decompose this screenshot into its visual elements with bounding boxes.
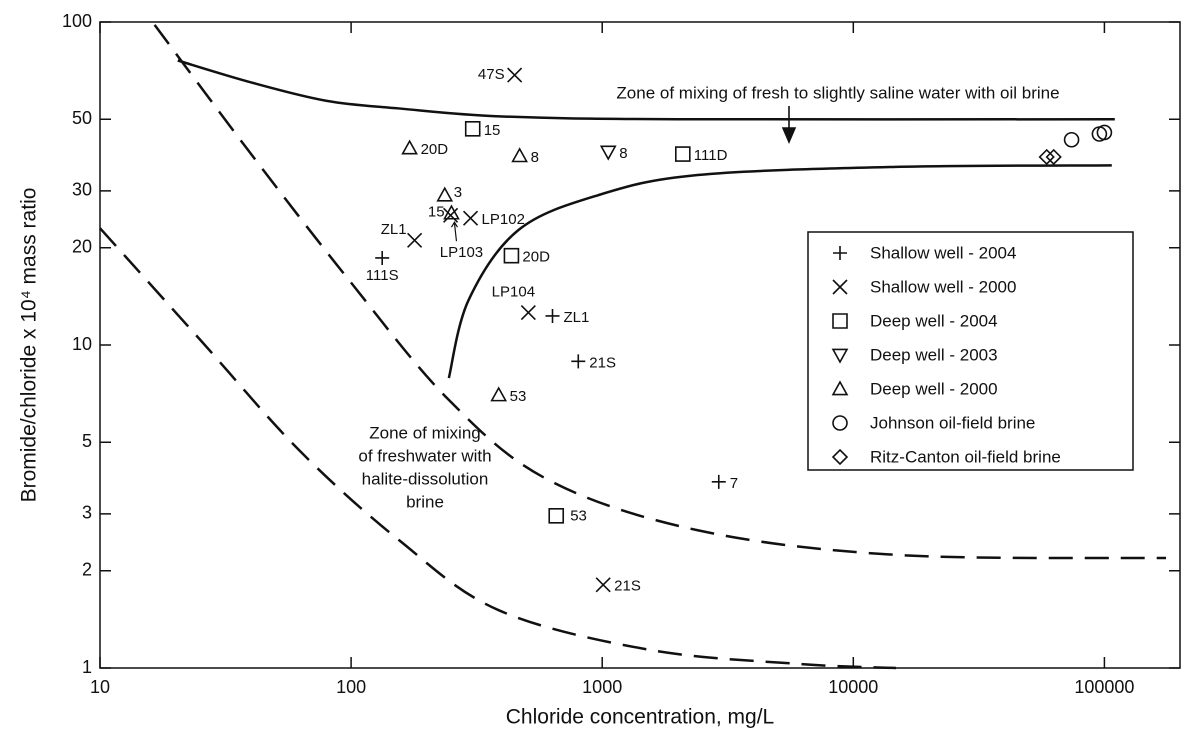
- legend-marker: [831, 348, 849, 364]
- mixing-curve: [153, 24, 1167, 560]
- y-axis-title: Bromide/chloride x 10⁴ mass ratio: [18, 188, 41, 503]
- point-label: 111S: [366, 267, 399, 284]
- data-point: [1045, 148, 1062, 166]
- data-point: [520, 305, 536, 321]
- x-tick-label: 10000: [828, 677, 878, 697]
- label-arrow: [450, 220, 458, 242]
- mixing-curve: [447, 164, 1112, 379]
- point-label: LP102: [482, 211, 525, 228]
- annotation: halite-dissolution: [362, 469, 489, 488]
- point-label: 21S: [614, 578, 641, 595]
- legend-marker: [832, 313, 848, 329]
- point-label: 111D: [694, 147, 728, 164]
- data-point: [443, 204, 460, 220]
- data-point: [462, 210, 479, 226]
- annotation-arrow: [781, 106, 797, 145]
- point-label: 53: [510, 388, 527, 405]
- x-tick-label: 10: [90, 677, 110, 697]
- point-label: 7: [730, 475, 738, 492]
- y-tick-label: 20: [72, 237, 92, 257]
- data-point: [464, 121, 481, 137]
- point-label: LP103: [440, 244, 483, 261]
- annotation: Zone of mixing of fresh to slightly sali…: [616, 83, 1059, 102]
- legend-label: Shallow well - 2004: [870, 243, 1016, 262]
- point-label: 15: [484, 122, 501, 139]
- point-label: 21S: [589, 354, 616, 371]
- data-point: [407, 232, 423, 248]
- legend-label: Deep well - 2000: [870, 379, 998, 398]
- point-label: 15: [428, 203, 445, 220]
- data-point: [599, 145, 617, 161]
- legend-label: Deep well - 2003: [870, 345, 998, 364]
- data-point: [490, 386, 508, 402]
- data-point: [571, 354, 586, 369]
- annotation: Zone of mixing: [369, 423, 481, 442]
- y-tick-label: 50: [72, 108, 92, 128]
- x-tick-label: 100000: [1074, 677, 1134, 697]
- data-point: [511, 147, 528, 163]
- annotation: brine: [406, 492, 444, 511]
- point-label: 8: [531, 149, 539, 166]
- data-point: [375, 250, 390, 265]
- legend-marker: [832, 279, 848, 295]
- legend-marker: [831, 380, 849, 396]
- annotation: of freshwater with: [358, 446, 491, 465]
- data-point: [401, 139, 418, 155]
- legend-label: Shallow well - 2000: [870, 277, 1016, 296]
- legend-label: Deep well - 2004: [870, 311, 998, 330]
- point-label: 53: [570, 508, 587, 525]
- data-point: [436, 186, 454, 202]
- mixing-curve: [177, 59, 1115, 121]
- legend-label: Ritz-Canton oil-field brine: [870, 447, 1061, 466]
- point-label: ZL1: [381, 221, 407, 238]
- data-point: [545, 308, 560, 323]
- x-tick-label: 1000: [582, 677, 622, 697]
- data-point: [595, 577, 611, 593]
- point-label: 47S: [478, 66, 505, 83]
- point-label: ZL1: [564, 309, 590, 326]
- legend-box: [807, 231, 1134, 471]
- data-point: [675, 146, 691, 162]
- data-point: [503, 247, 520, 264]
- data-point: [711, 474, 726, 489]
- legend-marker: [833, 246, 847, 260]
- data-point: [1038, 148, 1055, 166]
- data-point: [1091, 126, 1108, 142]
- data-point: [1096, 124, 1113, 141]
- legend-marker: [832, 415, 848, 431]
- point-label: 3: [454, 184, 462, 201]
- x-axis-title: Chloride concentration, mg/L: [506, 706, 774, 729]
- data-point: [548, 507, 565, 524]
- y-tick-label: 30: [72, 180, 92, 200]
- y-tick-label: 10: [72, 334, 92, 354]
- point-label: 8: [619, 145, 627, 162]
- data-point: [443, 207, 459, 223]
- data-point: [1063, 131, 1080, 148]
- y-tick-label: 3: [82, 503, 92, 523]
- legend-label: Johnson oil-field brine: [870, 413, 1035, 432]
- point-label: LP104: [492, 284, 535, 301]
- y-tick-label: 2: [82, 560, 92, 580]
- mixing-curve: [99, 227, 897, 670]
- point-label: 20D: [522, 249, 550, 266]
- data-point: [507, 67, 523, 83]
- legend-marker: [831, 448, 849, 466]
- y-tick-label: 1: [82, 657, 92, 677]
- y-tick-label: 100: [62, 11, 92, 31]
- point-label: 20D: [421, 141, 449, 158]
- y-tick-label: 5: [82, 431, 92, 451]
- x-tick-label: 100: [336, 677, 366, 697]
